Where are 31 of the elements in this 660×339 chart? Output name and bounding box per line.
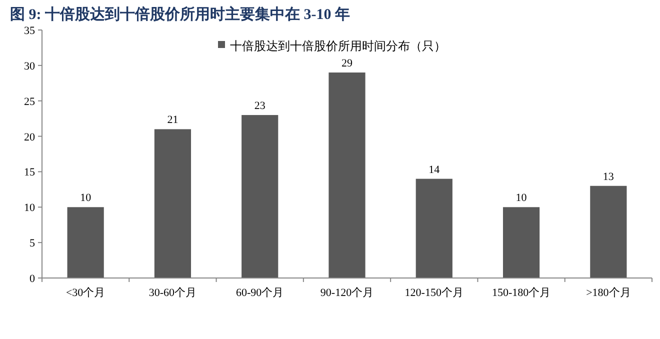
- x-tick-label: >180个月: [586, 287, 631, 299]
- data-label: 21: [167, 114, 178, 126]
- data-label: 10: [516, 192, 528, 204]
- x-tick-label: 150-180个月: [492, 287, 551, 299]
- data-label: 23: [254, 100, 266, 112]
- chart-title: 图 9: 十倍股达到十倍股价所用时主要集中在 3-10 年: [10, 5, 350, 23]
- y-tick-label: 10: [24, 202, 36, 214]
- data-label: 29: [342, 58, 353, 70]
- bar: [328, 72, 366, 278]
- y-tick-label: 35: [24, 25, 36, 37]
- x-tick-label: 60-90个月: [236, 287, 284, 299]
- y-tick-label: 25: [24, 96, 36, 108]
- x-tick-label: <30个月: [66, 287, 106, 299]
- bar: [416, 178, 452, 278]
- bar: [154, 129, 192, 278]
- bar: [67, 207, 104, 278]
- data-label: 13: [602, 170, 614, 183]
- x-tick-label: 120-150个月: [404, 287, 464, 299]
- y-tick-label: 20: [24, 131, 36, 144]
- x-tick-label: 90-120个月: [320, 287, 374, 299]
- y-tick-label: 30: [24, 60, 36, 72]
- bar: [502, 207, 540, 278]
- y-tick-label: 5: [30, 238, 36, 250]
- data-label: 10: [80, 192, 92, 204]
- data-label: 14: [428, 164, 440, 176]
- y-tick-label: 15: [24, 166, 36, 179]
- bar: [590, 186, 627, 278]
- legend-label: 十倍股达到十倍股价所用时间分布（只）: [230, 39, 446, 53]
- bar: [242, 115, 278, 278]
- x-tick-label: 30-60个月: [148, 287, 197, 299]
- y-tick-label: 0: [30, 273, 36, 285]
